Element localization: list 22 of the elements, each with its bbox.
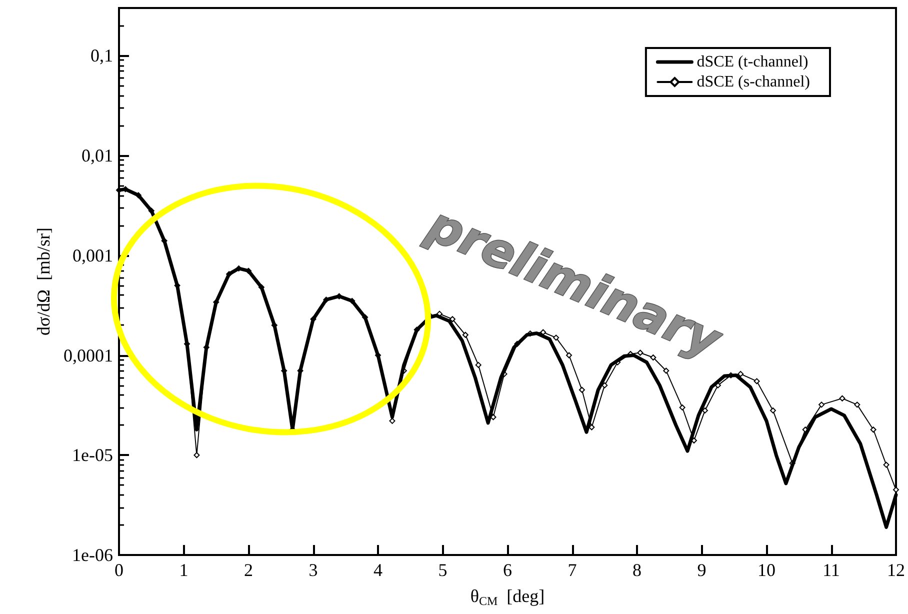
y-axis-title: dσ/dΩ [mb/sr]: [34, 227, 54, 336]
x-tick-label: 3: [308, 560, 318, 580]
x-tick-label: 1: [179, 560, 188, 580]
x-tick-label: 7: [568, 560, 577, 580]
legend-label: dSCE (s-channel): [696, 74, 810, 90]
x-tick-label: 12: [887, 560, 905, 580]
legend-label: dSCE (t-channel): [696, 54, 808, 70]
x-tick-label: 10: [758, 560, 776, 580]
x-tick-label: 5: [438, 560, 448, 580]
y-tick-label: 1e-06: [72, 545, 113, 565]
y-tick-label: 1e-05: [72, 445, 113, 466]
y-tick-label: 0,001: [72, 245, 113, 266]
x-tick-label: 2: [244, 560, 253, 580]
x-tick-label: 9: [697, 560, 706, 580]
x-tick-label: 0: [114, 560, 124, 580]
x-tick-label: 11: [822, 560, 840, 580]
y-tick-label: 0,0001: [64, 345, 113, 366]
x-tick-label: 6: [503, 560, 512, 580]
y-tick-label: 0,1: [90, 46, 113, 66]
x-tick-label: 4: [374, 560, 382, 580]
y-tick-label: 0,01: [82, 146, 113, 166]
x-tick-label: 8: [632, 560, 642, 580]
